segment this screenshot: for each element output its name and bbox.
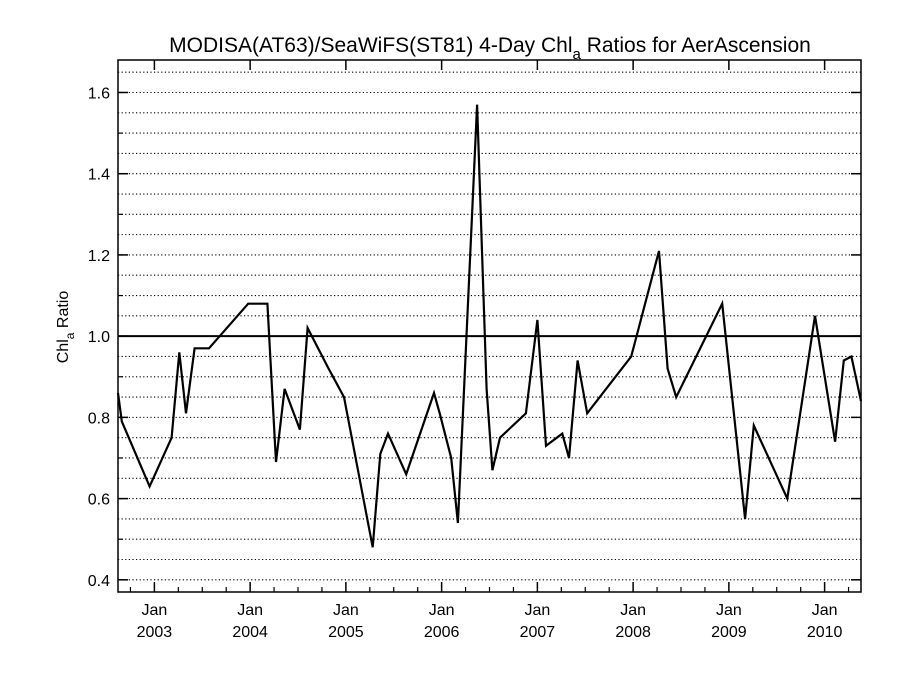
y-axis-label-main: Chl [55,339,72,363]
y-tick-label: 1.2 [88,248,110,265]
y-axis-label-subscript: a [63,332,77,339]
y-axis-label-rest: Ratio [55,291,72,333]
x-tick-label-year: 2005 [328,624,364,641]
y-tick-label: 1.4 [88,167,110,184]
series-group [116,104,863,548]
y-tick-label: 0.4 [88,573,110,590]
y-tick-label: 1.6 [88,85,110,102]
chart-title-main: MODISA(AT63)/SeaWiFS(ST81) 4-Day Chl [169,34,572,57]
x-axis: Jan 2003 Jan 2004 Jan 2005 Jan 2006 Jan 2007 Jan 20… [129,60,850,641]
x-tick-label-month: Jan [141,602,167,619]
x-tick-label-month: Jan [524,602,550,619]
x-tick-label-year: 2009 [711,624,747,641]
x-tick-label-year: 2008 [615,624,651,641]
x-tick-label-year: 2004 [232,624,268,641]
y-tick-label: 0.8 [88,410,110,427]
x-tick-label-year: 2010 [807,624,843,641]
x-tick-label-year: 2007 [520,624,556,641]
y-axis-label: Chla Ratio [55,291,77,364]
y-tick-label: 1.0 [88,329,110,346]
y-axis: 0.4 0.6 0.8 1.0 1.2 1.4 1.6 [88,85,861,590]
chart-title-subscript: a [573,46,582,63]
series-line [116,104,863,548]
x-tick-label-month: Jan [333,602,359,619]
chart-title: MODISA(AT63)/SeaWiFS(ST81) 4-Day Chla Ra… [169,34,811,63]
x-tick-label-year: 2003 [137,624,173,641]
chart-title-rest: Ratios for AerAscension [581,34,811,57]
x-tick-label-month: Jan [429,602,455,619]
y-tick-label: 0.6 [88,492,110,509]
x-tick-label-month: Jan [620,602,646,619]
x-tick-label-year: 2006 [424,624,460,641]
x-tick-label-month: Jan [237,602,263,619]
x-tick-label-month: Jan [716,602,742,619]
x-tick-label-month: Jan [812,602,838,619]
